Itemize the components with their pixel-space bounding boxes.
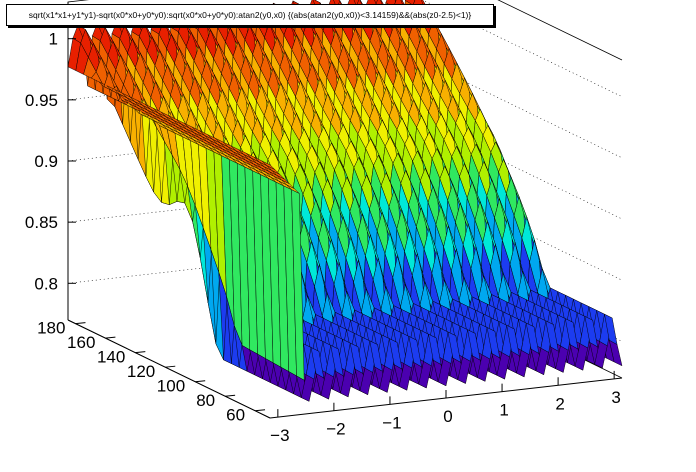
y-tick — [225, 394, 236, 397]
y-tick-label: 180 — [37, 319, 65, 338]
y-tick-label: 100 — [157, 377, 185, 396]
y-tick — [135, 351, 146, 354]
y-tick — [165, 365, 176, 368]
x-tick-label: −1 — [382, 413, 401, 432]
x-tick-label: 3 — [611, 388, 620, 407]
y-tick — [195, 380, 206, 383]
surface-cell — [608, 339, 623, 367]
y-axis-line — [67, 319, 271, 419]
z-tick-label: 1 — [49, 30, 58, 49]
x-tick-label: 0 — [443, 407, 452, 426]
z-tick-label: 0.8 — [34, 274, 58, 293]
y-tick-label: 60 — [226, 406, 245, 425]
y-tick-label: 160 — [67, 333, 95, 352]
y-tick — [254, 409, 266, 412]
surface-cell — [405, 0, 416, 6]
y-tick — [75, 322, 86, 325]
x-tick-label: 2 — [555, 394, 564, 413]
x-tick-label: −3 — [270, 426, 289, 445]
z-tick-label: 0.9 — [34, 152, 58, 171]
z-tick-label: 0.85 — [25, 213, 58, 232]
surface-mesh — [67, 0, 623, 402]
x-axis: −3 −2 −1 0 1 2 3 — [269, 370, 623, 445]
z-tick-label: 0.95 — [25, 91, 58, 110]
x-tick-label: −2 — [326, 420, 345, 439]
x-tick-label: 1 — [499, 401, 508, 420]
chart-title: sqrt(x1*x1+y1*y1)-sqrt(x0*x0+y0*y0):sqrt… — [6, 4, 494, 26]
y-tick-label: 120 — [127, 362, 155, 381]
z-axis: 0.8 0.85 0.9 0.95 1 — [25, 2, 76, 320]
y-tick-label: 80 — [196, 391, 215, 410]
y-tick-label: 140 — [97, 348, 125, 367]
y-tick — [105, 336, 116, 339]
